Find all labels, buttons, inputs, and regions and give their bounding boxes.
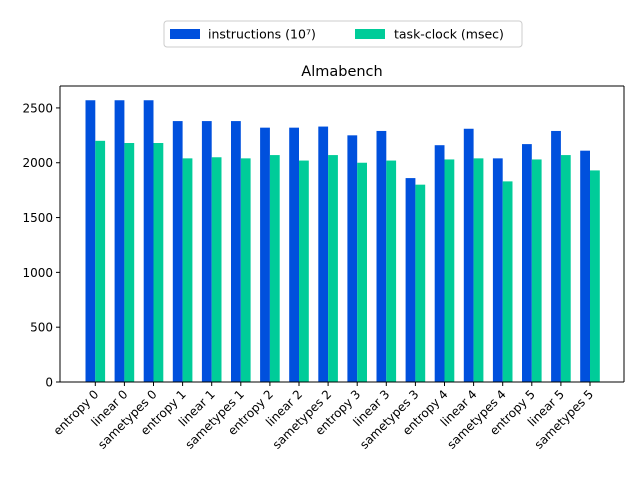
bar-instructions-3	[172, 121, 183, 382]
bar-instructions-8	[318, 126, 329, 382]
bar-task-clock-8	[328, 155, 338, 382]
bar-instructions-12	[434, 145, 445, 382]
bar-task-clock-17	[590, 170, 600, 382]
bar-task-clock-7	[299, 160, 309, 382]
bar-instructions-11	[405, 178, 416, 382]
y-ticks-group: 0 500 1000 1500 2000 2500	[22, 101, 60, 390]
bars-group	[85, 100, 600, 382]
bar-instructions-1	[114, 100, 125, 382]
bar-task-clock-5	[240, 158, 251, 382]
bar-task-clock-1	[124, 143, 135, 382]
y-tick-label: 1500	[22, 211, 53, 225]
bar-task-clock-2	[153, 143, 164, 382]
bar-task-clock-15	[531, 159, 542, 382]
bar-instructions-6	[260, 127, 270, 382]
bar-instructions-5	[231, 121, 241, 382]
bar-instructions-0	[85, 100, 96, 382]
bar-instructions-2	[143, 100, 154, 382]
y-tick-label: 0	[45, 376, 53, 390]
legend: instructions (10⁷) task-clock (msec)	[163, 20, 523, 48]
y-tick-label: 2500	[22, 101, 53, 115]
bar-instructions-15	[522, 144, 532, 382]
bar-instructions-16	[551, 130, 561, 382]
chart-title: Almabench	[301, 64, 382, 80]
bar-instructions-9	[347, 135, 358, 382]
bar-task-clock-12	[444, 159, 455, 382]
legend-swatch-task-clock	[355, 29, 385, 39]
y-tick-label: 500	[30, 321, 53, 335]
y-tick-label: 2000	[22, 156, 53, 170]
y-tick-label: 1000	[22, 266, 53, 280]
x-tick-label: entropy 0	[51, 387, 102, 438]
bar-task-clock-11	[415, 184, 426, 382]
bar-task-clock-3	[182, 158, 193, 382]
legend-label-instructions: instructions (10⁷)	[208, 27, 316, 42]
bar-instructions-13	[463, 128, 474, 382]
bar-instructions-17	[580, 150, 590, 382]
bar-task-clock-10	[386, 160, 397, 382]
bar-task-clock-6	[269, 155, 280, 382]
legend-label-task-clock: task-clock (msec)	[394, 27, 504, 42]
bar-task-clock-13	[473, 158, 484, 382]
bar-task-clock-14	[502, 181, 513, 382]
bar-task-clock-9	[357, 162, 367, 382]
bar-instructions-4	[201, 121, 212, 382]
bar-task-clock-0	[95, 140, 106, 382]
legend-swatch-instructions	[170, 29, 200, 39]
bar-task-clock-4	[211, 157, 222, 382]
bar-task-clock-16	[560, 155, 571, 382]
legend-box	[163, 20, 523, 48]
bar-instructions-14	[492, 158, 503, 382]
bar-instructions-10	[376, 130, 387, 382]
bar-instructions-7	[289, 127, 299, 382]
